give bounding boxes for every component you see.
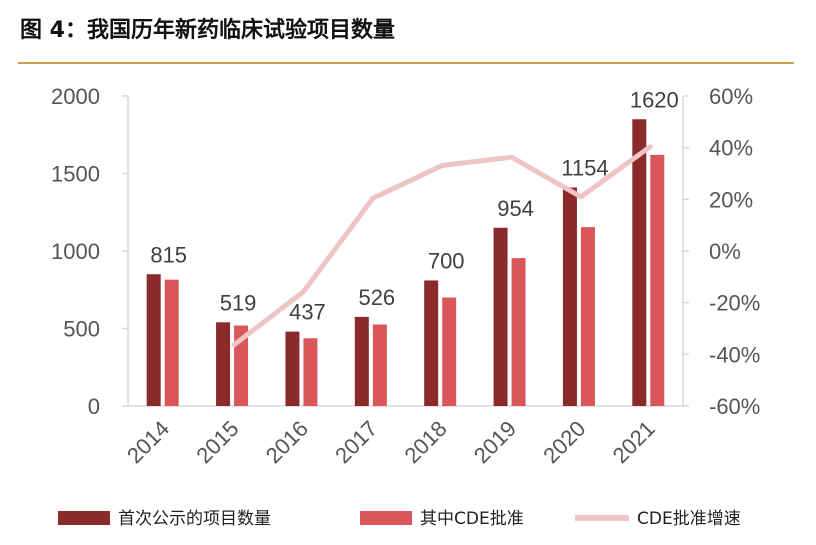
bar-first-disclosed: [493, 227, 508, 406]
data-label: 954: [497, 196, 534, 221]
legend-label: 首次公示的项目数量: [118, 509, 271, 529]
bar-cde-approved: [650, 154, 665, 406]
x-tick-label: 2021: [608, 416, 660, 468]
bar-cde-approved: [303, 338, 318, 406]
bar-cde-approved: [234, 325, 249, 406]
bar-cde-approved: [164, 279, 179, 406]
bar-first-disclosed: [285, 331, 300, 406]
y-tick-label: 500: [63, 317, 100, 342]
y2-tick-label: 60%: [709, 84, 753, 109]
legend-swatch-cde-approved: [360, 511, 412, 525]
y2-tick-label: 20%: [709, 187, 753, 212]
bar-cde-approved: [442, 297, 457, 406]
y-tick-label: 1500: [51, 162, 100, 187]
y-tick-label: 0: [88, 394, 100, 419]
x-tick-label: 2020: [538, 416, 590, 468]
bar-cde-approved: [372, 324, 387, 406]
x-tick-label: 2019: [469, 416, 521, 468]
data-label: 815: [150, 242, 187, 267]
bar-first-disclosed: [562, 187, 577, 406]
data-label: 700: [428, 248, 465, 273]
bar-first-disclosed: [354, 316, 369, 406]
legend-label: 其中CDE批准: [420, 509, 524, 529]
data-label: 1620: [630, 87, 679, 112]
x-tick-label: 2014: [122, 416, 174, 468]
legend-swatch-first-disclosed: [58, 511, 110, 525]
y2-tick-label: 0%: [709, 239, 741, 264]
legend-label: CDE批准增速: [637, 509, 741, 529]
title-divider: [18, 62, 794, 64]
chart-title: 图 4：我国历年新药临床试验项目数量: [20, 18, 395, 43]
x-tick-label: 2017: [330, 416, 382, 468]
y-tick-label: 1000: [51, 239, 100, 264]
x-tick-label: 2015: [191, 416, 243, 468]
bar-cde-approved: [511, 258, 526, 406]
data-label: 526: [358, 285, 395, 310]
x-tick-label: 2018: [399, 416, 451, 468]
bar-cde-approved: [580, 227, 595, 406]
bar-first-disclosed: [424, 280, 439, 406]
x-tick-label: 2016: [261, 416, 313, 468]
data-label: 519: [220, 290, 257, 315]
data-label: 1154: [561, 155, 608, 180]
y2-tick-label: -60%: [709, 394, 760, 419]
bar-first-disclosed: [632, 119, 647, 406]
y-tick-label: 2000: [51, 84, 100, 109]
y2-tick-label: -20%: [709, 291, 760, 316]
bar-first-disclosed: [216, 322, 231, 406]
growth-line: [231, 144, 653, 348]
bar-first-disclosed: [146, 274, 161, 406]
y2-tick-label: 40%: [709, 136, 753, 161]
data-label: 437: [289, 300, 326, 325]
y2-tick-label: -40%: [709, 342, 760, 367]
